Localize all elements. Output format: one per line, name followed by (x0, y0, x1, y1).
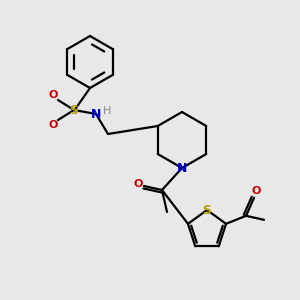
Text: H: H (103, 106, 111, 116)
Text: O: O (48, 120, 58, 130)
Text: O: O (133, 179, 143, 189)
Text: S: S (202, 203, 211, 217)
Text: S: S (70, 103, 79, 116)
Text: N: N (91, 107, 101, 121)
Text: O: O (251, 186, 261, 196)
Text: N: N (177, 161, 187, 175)
Text: O: O (48, 90, 58, 100)
